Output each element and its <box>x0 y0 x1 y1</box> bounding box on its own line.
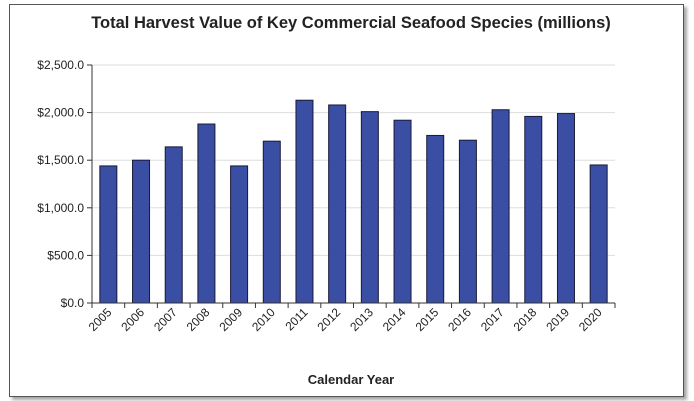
x-tick-label: 2006 <box>118 305 147 334</box>
x-tick-label: 2005 <box>86 305 115 334</box>
x-tick-label: 2009 <box>216 305 245 334</box>
bar-2005 <box>99 165 118 304</box>
x-tick-label: 2017 <box>478 305 507 334</box>
x-tick-label: 2015 <box>413 305 442 334</box>
x-axis-label: Calendar Year <box>308 372 394 387</box>
chart-title: Total Harvest Value of Key Commercial Se… <box>91 14 611 32</box>
bar-2013 <box>360 111 379 304</box>
bar-2007 <box>164 146 183 304</box>
bar-2006 <box>132 159 151 304</box>
bar-chart: Total Harvest Value of Key Commercial Se… <box>37 14 616 387</box>
x-tick-label: 2020 <box>576 305 605 334</box>
x-tick-label: 2014 <box>380 305 409 334</box>
y-tick-label: $2,000.0 <box>37 106 84 120</box>
bar-2015 <box>426 134 445 304</box>
y-tick-label: $1,000.0 <box>37 201 84 215</box>
bar-2010 <box>262 140 281 304</box>
y-tick-label: $1,500.0 <box>37 153 84 167</box>
x-tick-label: 2019 <box>543 305 572 334</box>
x-tick-label: 2016 <box>445 305 474 334</box>
x-tick-label: 2011 <box>282 305 310 333</box>
x-tick-label: 2018 <box>511 305 540 334</box>
bars <box>99 99 608 304</box>
x-tick-label: 2012 <box>314 305 343 334</box>
y-tick-label: $0.0 <box>61 296 85 310</box>
bar-2011 <box>295 99 314 304</box>
y-tick-labels: $0.0 $500.0 $1,000.0 $1,500.0 $2,000.0 $2,500… <box>37 58 84 310</box>
axes <box>87 64 616 308</box>
bar-2018 <box>524 115 543 304</box>
bar-2020 <box>589 164 608 304</box>
chart-frame: Total Harvest Value of Key Commercial Se… <box>9 4 684 397</box>
x-tick-label: 2010 <box>249 305 278 334</box>
bar-2014 <box>393 119 412 304</box>
bar-2008 <box>197 123 216 304</box>
bar-2019 <box>556 113 575 304</box>
bar-2017 <box>491 109 510 304</box>
bar-2016 <box>458 139 477 304</box>
x-tick-label: 2008 <box>184 305 213 334</box>
y-tick-label: $500.0 <box>47 248 84 262</box>
y-tick-label: $2,500.0 <box>37 58 84 72</box>
x-tick-labels: 2005 2006 2007 2008 2009 2010 2011 2012 2013 2014… <box>86 305 605 334</box>
bar-2009 <box>230 165 249 304</box>
x-tick-label: 2007 <box>151 305 180 334</box>
bar-2012 <box>328 104 347 304</box>
x-tick-label: 2013 <box>347 305 376 334</box>
